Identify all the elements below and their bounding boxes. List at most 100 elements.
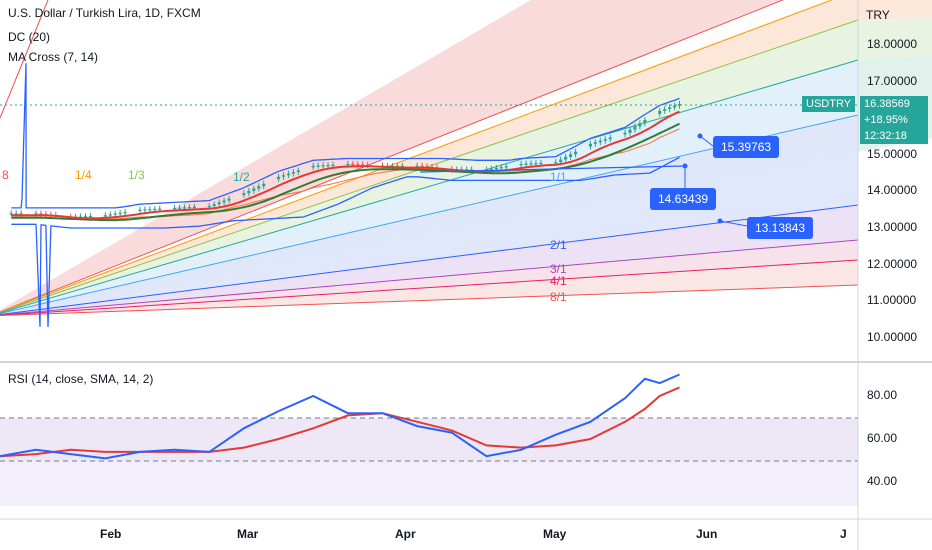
candle-body (291, 172, 295, 174)
price-tick: 15.00000 (867, 146, 918, 161)
candle-body (668, 107, 672, 110)
callout-lower[interactable]: 13.13843 (747, 217, 814, 239)
fan-line (0, 284, 859, 316)
candle-body (628, 129, 632, 133)
candle-body (326, 164, 330, 167)
candle-body (321, 165, 325, 167)
rsi-band-outer (0, 461, 858, 506)
price-tick: 18.00000 (867, 37, 918, 51)
callout-upper[interactable]: 15.39763 (713, 136, 780, 158)
date-tick: Mar (237, 527, 259, 541)
candle-body (39, 213, 43, 215)
candle-body (573, 151, 578, 155)
price-tick: 10.00000 (867, 329, 918, 344)
candle-body (638, 123, 642, 127)
candle-body (331, 164, 335, 166)
candle-body (663, 109, 667, 111)
candle-body (559, 159, 563, 163)
fan-line (0, 204, 859, 316)
candle-body (296, 170, 300, 173)
candle-body (494, 167, 498, 170)
candle-body (400, 165, 404, 167)
fan-line (0, 0, 49, 119)
fan-label: 3/1 (550, 262, 567, 276)
candle-body (177, 207, 182, 209)
price-change: +18.95% (864, 114, 908, 126)
candle-body (539, 162, 543, 165)
candle-body (242, 193, 246, 196)
candle-body (598, 140, 602, 143)
candle-body (499, 167, 503, 169)
candle-body (415, 165, 419, 167)
anchor-point[interactable] (717, 218, 723, 224)
donchian-upper (11, 63, 680, 209)
candle-body (262, 183, 266, 187)
date-tick: J (840, 527, 847, 541)
candlesticks (9, 100, 682, 221)
fan-zone (0, 16, 932, 314)
candle-body (529, 163, 533, 165)
price-tick: 13.00000 (867, 220, 918, 234)
rsi-line (0, 373, 680, 460)
fan-label: 1/2 (233, 170, 250, 184)
price-tick: 17.00000 (867, 73, 918, 88)
rsi-ma-line (0, 386, 680, 458)
candle-body (212, 204, 216, 207)
anchor-point[interactable] (697, 133, 703, 139)
candle-body (9, 213, 13, 215)
candle-body (187, 207, 192, 209)
candle-body (643, 120, 647, 124)
candle-body (351, 163, 355, 166)
candle-body (173, 207, 177, 210)
candle-body (534, 163, 538, 165)
fan-label: 2/1 (550, 238, 567, 252)
callout-mid[interactable]: 14.63439 (650, 188, 717, 210)
last-price: 16.38569 (864, 98, 910, 110)
fan-line (0, 59, 859, 314)
candle-body (672, 105, 677, 108)
candle-body (222, 200, 226, 203)
candle-body (153, 208, 157, 211)
ma-fast-line (11, 110, 680, 220)
candle-body (123, 212, 127, 214)
date-tick: Feb (100, 527, 122, 541)
candle-body (286, 173, 291, 176)
date-tick: May (543, 527, 567, 541)
legend-dc[interactable]: DC (20) (8, 30, 51, 44)
candle-body (227, 198, 231, 201)
candle-body (247, 190, 251, 194)
price-axis-currency: TRY (866, 8, 890, 22)
candle-body (113, 213, 117, 215)
fan-label: 8/1 (550, 290, 567, 304)
bar-countdown: 12:32:18 (864, 130, 907, 142)
fan-label: 1/3 (128, 168, 145, 182)
candle-body (217, 202, 221, 205)
callout-connectors (419, 133, 748, 227)
candle-body (564, 156, 568, 160)
candle-body (252, 188, 256, 191)
candle-body (138, 209, 142, 211)
date-tick: Jun (696, 527, 718, 541)
chart-title[interactable]: U.S. Dollar / Turkish Lira, 1D, FXCM (8, 6, 201, 20)
candle-body (257, 186, 261, 189)
rsi-tick: 40.00 (867, 474, 898, 488)
candle-body (316, 165, 320, 167)
fan-label: 1/1 (550, 170, 567, 184)
callout-connector (699, 135, 714, 147)
candle-body (88, 215, 93, 218)
candle-body (361, 164, 365, 166)
candle-body (608, 137, 612, 140)
candle-body (118, 212, 122, 215)
candle-body (143, 209, 147, 211)
fan-label: 4/1 (550, 274, 567, 288)
legend-rsi[interactable]: RSI (14, close, SMA, 14, 2) (8, 372, 154, 386)
candle-body (108, 214, 112, 216)
candle-body (34, 213, 38, 215)
legend-ma-cross[interactable]: MA Cross (7, 14) (8, 50, 99, 64)
rsi-tick: 80.00 (867, 388, 898, 402)
candle-body (519, 163, 523, 166)
candle-body (14, 213, 18, 215)
rsi-panel (0, 373, 858, 506)
candle-body (623, 132, 627, 135)
